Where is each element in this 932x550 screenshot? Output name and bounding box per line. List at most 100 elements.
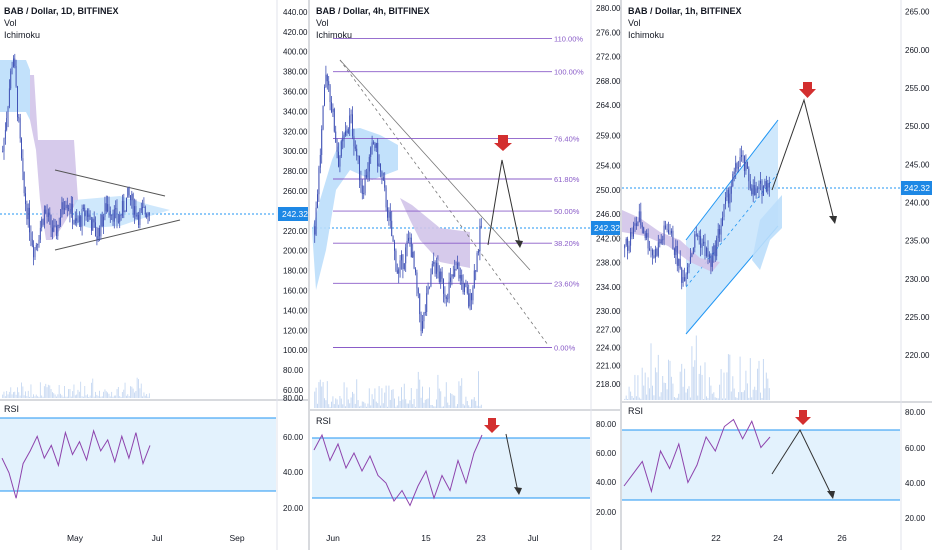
- price-tick-label: 242.00: [596, 234, 621, 243]
- volume-bar: [370, 405, 372, 408]
- volume-bar: [719, 384, 721, 400]
- candle-body: [395, 250, 397, 271]
- price-tick-label: 80.00: [283, 366, 304, 375]
- candle-body: [692, 247, 694, 254]
- price-series-4h: [314, 65, 482, 336]
- volume-bars-daily: [2, 377, 150, 398]
- current-price-tag-text: 242.32: [904, 183, 930, 193]
- candle-body: [466, 287, 468, 294]
- volume-bar: [132, 388, 134, 398]
- volume-bar: [455, 406, 457, 408]
- candle-body: [73, 223, 75, 224]
- rsi-line-daily: [1, 429, 151, 499]
- volume-bar: [450, 393, 451, 408]
- volume-bar: [148, 393, 150, 398]
- candle-body: [451, 274, 453, 278]
- volume-bar: [652, 385, 653, 400]
- candle-body: [17, 86, 18, 118]
- volume-bar: [47, 384, 49, 398]
- volume-bar: [698, 373, 700, 400]
- volume-bar: [445, 382, 447, 408]
- candle-body: [324, 87, 325, 106]
- volume-bar: [459, 385, 461, 408]
- candle-body: [335, 131, 337, 143]
- volume-bar: [52, 392, 53, 398]
- volume-bar: [143, 392, 145, 398]
- candle-body: [26, 204, 28, 220]
- candle-body: [758, 183, 760, 189]
- price-tick-label: 440.00: [283, 8, 308, 17]
- volume-bar: [364, 403, 366, 408]
- volume-bar: [27, 390, 29, 398]
- price-tick-label: 227.00: [596, 325, 621, 334]
- candle-body: [47, 212, 49, 217]
- volume-bar: [644, 372, 646, 400]
- volume-bar: [82, 396, 84, 398]
- volume-bar: [389, 399, 391, 408]
- price-tick-label: 160.00: [283, 287, 308, 296]
- price-tick-label: 140.00: [283, 306, 308, 315]
- volume-bar: [395, 406, 397, 408]
- candle-body: [668, 229, 669, 234]
- price-axis-daily: 440.00 420.00 400.00 380.00 360.00 340.00 320.…: [283, 8, 308, 395]
- volume-bar: [394, 398, 395, 408]
- candle-body: [378, 163, 380, 167]
- rsi-tick-label: 80.00: [283, 394, 304, 403]
- volume-bar: [406, 403, 408, 408]
- volume-bar: [666, 389, 668, 400]
- candle-body: [331, 102, 332, 112]
- volume-bar: [422, 386, 423, 408]
- volume-bar: [700, 365, 702, 400]
- candle-body: [356, 148, 358, 156]
- volume-bar: [745, 370, 747, 400]
- price-tick-label: 218.00: [596, 380, 621, 389]
- volume-bar: [465, 396, 467, 408]
- volume-bar: [409, 400, 411, 408]
- price-tick-label: 220.00: [283, 227, 308, 236]
- volume-bar: [117, 387, 119, 398]
- candle-body: [126, 197, 127, 212]
- candle-body: [653, 255, 655, 258]
- fib-level-label: 0.00%: [554, 344, 576, 353]
- arrow-down-marker-icon: [799, 82, 816, 98]
- volume-bar: [314, 391, 316, 408]
- volume-bar: [416, 388, 418, 408]
- candle-body: [346, 131, 348, 133]
- candle-body: [719, 229, 721, 235]
- volume-bar: [69, 389, 71, 398]
- volume-bar: [634, 374, 636, 400]
- volume-bar: [659, 396, 661, 400]
- volume-bar: [14, 391, 16, 398]
- volume-bar: [729, 354, 731, 400]
- volume-bar: [8, 391, 10, 398]
- fibonacci-retracement: 110.00% 100.00% 76.40% 61.80% 50.00% 38.20% 23…: [333, 34, 584, 353]
- candle-body: [65, 204, 67, 209]
- volume-bar: [669, 360, 671, 400]
- volume-bar: [665, 383, 667, 400]
- volume-bar: [462, 403, 464, 408]
- candle-body: [322, 105, 324, 130]
- candle-body: [422, 321, 423, 331]
- volume-bar: [89, 395, 91, 398]
- price-tick-label: 380.00: [283, 68, 308, 77]
- candle-body: [729, 193, 731, 204]
- volume-bar: [663, 382, 665, 400]
- rsi-tick-label: 20.00: [283, 504, 304, 513]
- candle-body: [700, 236, 702, 248]
- candle-body: [343, 135, 345, 139]
- candle-body: [13, 58, 14, 67]
- price-tick-label: 60.00: [283, 386, 304, 395]
- volume-bar: [33, 394, 34, 398]
- volume-bar: [714, 397, 716, 400]
- candle-body: [452, 274, 454, 277]
- volume-bar: [357, 400, 359, 408]
- candle-body: [681, 268, 683, 283]
- candle-body: [733, 171, 735, 174]
- candle-body: [419, 293, 421, 315]
- candle-body: [109, 210, 111, 216]
- volume-bar: [752, 389, 754, 400]
- candle-body: [123, 200, 125, 212]
- volume-bar: [87, 394, 88, 398]
- price-tick-label: 265.00: [905, 8, 930, 17]
- volume-bar: [64, 386, 65, 398]
